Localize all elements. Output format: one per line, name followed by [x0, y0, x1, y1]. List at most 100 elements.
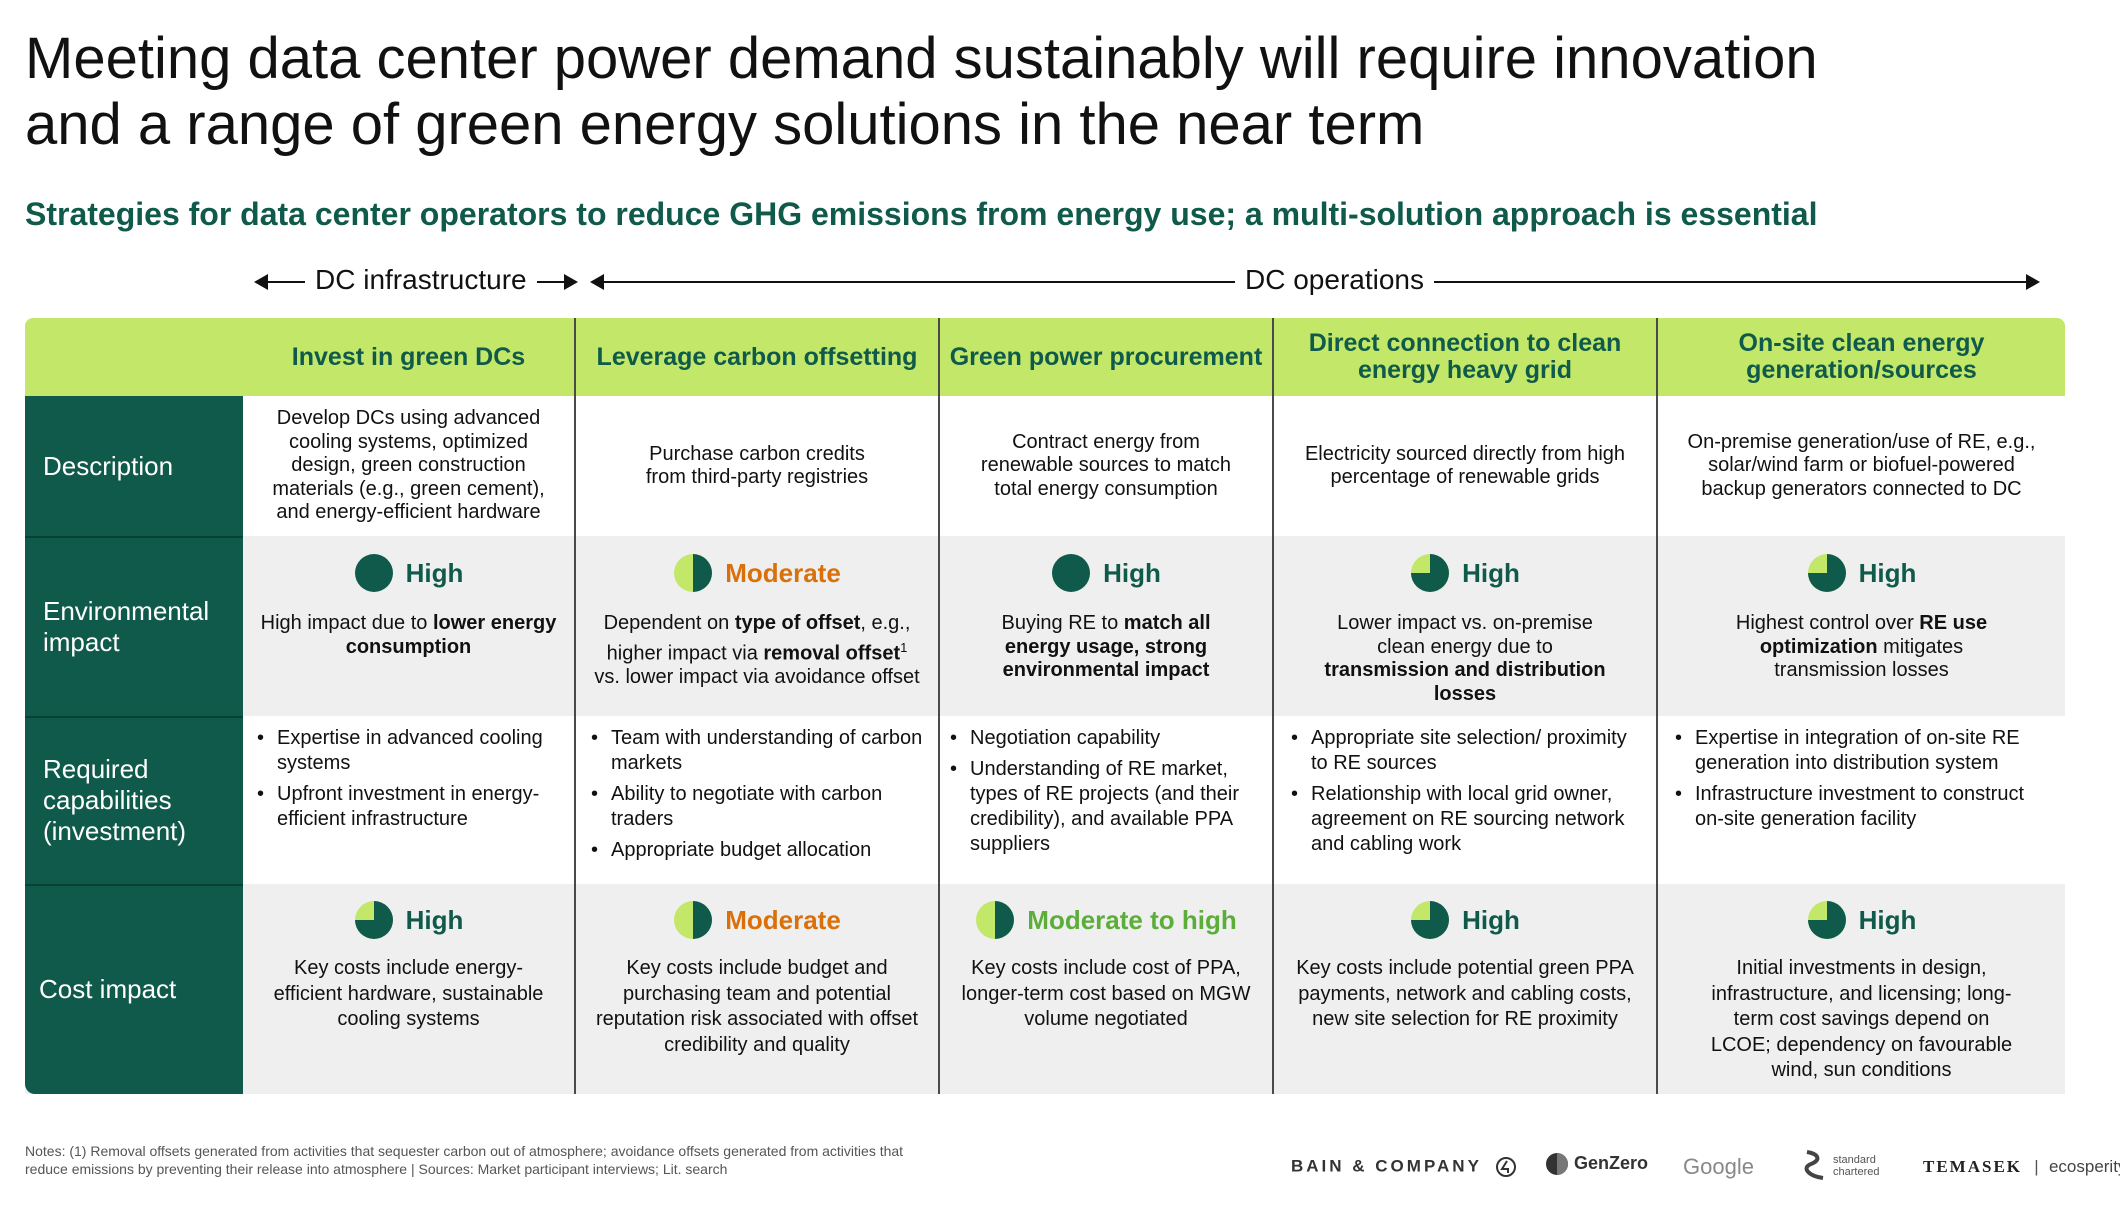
cost-text-carbon-offsetting: Key costs include budget and purchasing … — [595, 957, 919, 1056]
arrow-left-head — [254, 274, 268, 290]
standard-chartered-logo: standard chartered — [1803, 1150, 1879, 1180]
capability-item: Team with understanding of carbon market… — [591, 726, 931, 776]
env-text-on-site: Highest control over RE use optimization… — [1735, 612, 1988, 681]
env-text-direct-connection: Lower impact vs. on-premise clean energy… — [1324, 612, 1606, 705]
harvey-ball-icon — [1807, 554, 1846, 592]
cost-rating-label: Moderate — [725, 904, 841, 935]
genzero-logo: GenZero — [1545, 1152, 1648, 1176]
page-title: Meeting data center power demand sustain… — [25, 26, 1818, 157]
bain-mark-icon — [1496, 1157, 1517, 1177]
capability-item: Expertise in advanced cooling systems — [257, 726, 567, 776]
capabilities-carbon-offsetting: Team with understanding of carbon market… — [591, 726, 931, 869]
cost-rating-label: High — [1858, 904, 1917, 935]
genzero-mark-icon — [1546, 1153, 1568, 1175]
env-rating-label: High — [405, 557, 464, 588]
cost-rating-label: High — [1462, 904, 1520, 935]
col-header-green-dcs: Invest in green DCs — [291, 342, 526, 371]
row-label-description: Description — [43, 451, 174, 481]
col-header-direct-connection: Direct connection to clean energy heavy … — [1308, 329, 1622, 384]
env-rating-carbon-offsetting: Moderate — [576, 551, 938, 595]
temasek-logo: TEMASEK | ecosperity — [1923, 1157, 2120, 1176]
cost-rating-on-site: High — [1658, 898, 2065, 942]
column-divider — [1656, 318, 1658, 1094]
capability-item: Ability to negotiate with carbon traders — [591, 782, 931, 832]
capabilities-on-site: Expertise in integration of on-site RE g… — [1675, 726, 2055, 838]
capability-item: Appropriate site selection/ proximity to… — [1291, 726, 1641, 776]
capability-item: Understanding of RE market, types of RE … — [950, 757, 1266, 857]
capability-item: Infrastructure investment to construct o… — [1675, 782, 2055, 832]
column-divider — [574, 318, 576, 1094]
row-divider — [25, 716, 243, 718]
row-divider — [25, 884, 243, 886]
env-rating-label: Moderate — [725, 557, 841, 588]
cost-rating-green-dcs: High — [243, 898, 574, 942]
cost-rating-label: Moderate to high — [1027, 904, 1237, 935]
capabilities-green-dcs: Expertise in advanced cooling systems Up… — [257, 726, 567, 838]
strategy-table: Description Environmental impact Require… — [25, 318, 2065, 1094]
col-header-green-power: Green power procurement — [949, 342, 1263, 371]
env-rating-label: High — [1462, 557, 1520, 588]
description-on-site: On-premise generation/use of RE, e.g., s… — [1687, 430, 2036, 500]
row-bg-description — [25, 396, 2065, 536]
cost-rating-label: High — [405, 904, 464, 935]
column-divider — [938, 318, 940, 1094]
harvey-ball-icon — [1411, 554, 1450, 592]
harvey-ball-icon — [1411, 901, 1450, 939]
capabilities-green-power: Negotiation capability Understanding of … — [950, 726, 1266, 863]
column-divider — [1272, 318, 1274, 1094]
env-rating-green-dcs: High — [243, 551, 574, 595]
harvey-ball-icon — [674, 901, 713, 939]
cost-text-on-site: Initial investments in design, infrastru… — [1710, 957, 2013, 1081]
env-text-carbon-offsetting: Dependent on type of offset, e.g., highe… — [594, 612, 920, 688]
description-green-power: Contract energy from renewable sources t… — [980, 430, 1232, 500]
description-green-dcs: Develop DCs using advanced cooling syste… — [272, 407, 545, 524]
arrow-right-head — [2026, 274, 2040, 290]
harvey-ball-icon — [354, 554, 393, 592]
row-label-column — [25, 396, 243, 1094]
description-direct-connection: Electricity sourced directly from high p… — [1304, 442, 1626, 489]
row-label-environmental: Environmental impact — [43, 596, 210, 657]
google-logo: Google — [1683, 1154, 1754, 1179]
env-text-green-power: Buying RE to match all energy usage, str… — [1001, 612, 1211, 681]
cost-rating-carbon-offsetting: Moderate — [576, 898, 938, 942]
sc-mark-icon — [1804, 1150, 1824, 1180]
env-rating-label: High — [1103, 557, 1161, 588]
col-header-carbon-offsetting: Leverage carbon offsetting — [596, 342, 918, 371]
env-rating-label: High — [1858, 557, 1917, 588]
capability-item: Appropriate budget allocation — [591, 838, 931, 863]
capability-item: Negotiation capability — [950, 726, 1266, 751]
row-divider — [25, 536, 243, 538]
group-label-infrastructure: DC infrastructure — [305, 264, 537, 296]
cost-text-green-power: Key costs include cost of PPA, longer-te… — [961, 957, 1251, 1030]
harvey-ball-icon — [1052, 554, 1091, 592]
group-arrows: DC infrastructure DC operations — [0, 262, 2120, 302]
capability-item: Upfront investment in energy-efficient i… — [257, 782, 567, 832]
arrow-right-head — [564, 274, 578, 290]
partner-logos: BAIN & COMPANY GenZero Google standard c… — [0, 1150, 2120, 1190]
row-label-cost: Cost impact — [39, 974, 177, 1004]
env-rating-green-power: High — [940, 551, 1272, 595]
page-subtitle: Strategies for data center operators to … — [25, 196, 1818, 232]
bain-logo: BAIN & COMPANY — [1291, 1156, 1517, 1178]
col-header-on-site: On-site clean energy generation/sources — [1738, 329, 1985, 384]
arrow-left-head — [590, 274, 604, 290]
cost-text-green-dcs: Key costs include energy-efficient hardw… — [273, 957, 544, 1030]
harvey-ball-icon — [1807, 901, 1846, 939]
harvey-ball-icon — [976, 901, 1015, 939]
capability-item: Relationship with local grid owner, agre… — [1291, 782, 1641, 857]
cost-rating-green-power: Moderate to high — [940, 898, 1272, 942]
cost-rating-direct-connection: High — [1274, 898, 1656, 942]
header-bar — [25, 318, 2065, 396]
capability-item: Expertise in integration of on-site RE g… — [1675, 726, 2055, 776]
env-rating-on-site: High — [1658, 551, 2065, 595]
capabilities-direct-connection: Appropriate site selection/ proximity to… — [1291, 726, 1641, 863]
harvey-ball-icon — [354, 901, 393, 939]
group-label-operations: DC operations — [1235, 264, 1434, 296]
env-text-green-dcs: High impact due to lower energy consumpt… — [260, 612, 557, 658]
cost-text-direct-connection: Key costs include potential green PPA pa… — [1296, 957, 1634, 1030]
harvey-ball-icon — [674, 554, 713, 592]
footnotes: Notes: (1) Removal offsets generated fro… — [25, 1143, 904, 1177]
description-carbon-offsetting: Purchase carbon credits from third-party… — [645, 442, 869, 489]
row-label-capabilities: Required capabilities (investment) — [43, 754, 187, 846]
env-rating-direct-connection: High — [1274, 551, 1656, 595]
